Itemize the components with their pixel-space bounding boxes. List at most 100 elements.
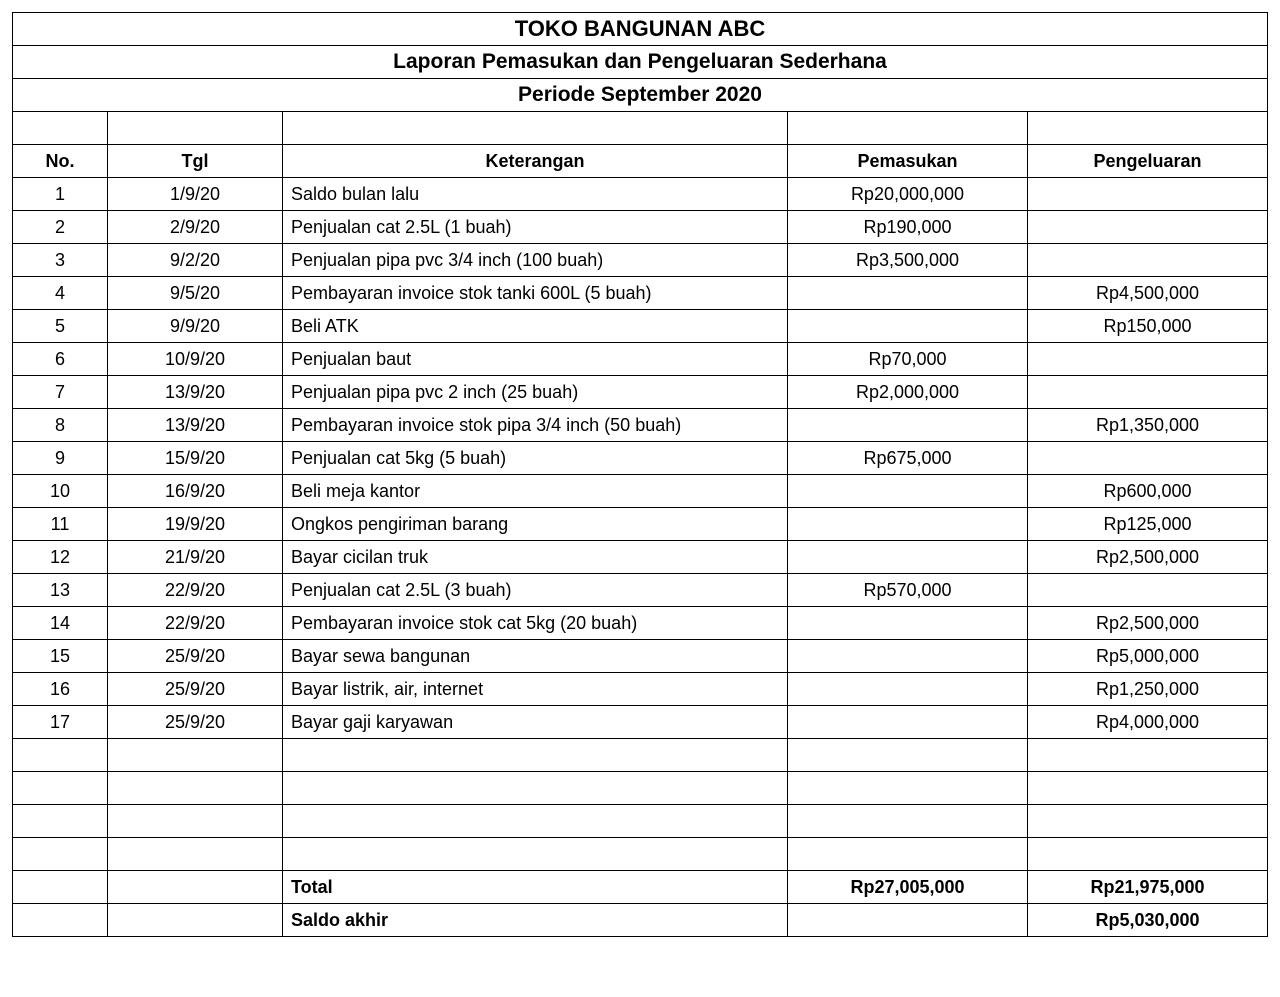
- cell-ket: Ongkos pengiriman barang: [283, 508, 788, 541]
- blank-row: [13, 739, 1268, 772]
- cell-pem: [788, 508, 1028, 541]
- table-row: 22/9/20Penjualan cat 2.5L (1 buah)Rp190,…: [13, 211, 1268, 244]
- cell-ket: Beli ATK: [283, 310, 788, 343]
- spacer-row: [13, 112, 1268, 145]
- cell-ket: Bayar gaji karyawan: [283, 706, 788, 739]
- ledger-table: TOKO BANGUNAN ABC Laporan Pemasukan dan …: [12, 12, 1268, 937]
- cell-ket: Pembayaran invoice stok cat 5kg (20 buah…: [283, 607, 788, 640]
- cell-pem: Rp2,000,000: [788, 376, 1028, 409]
- cell-peng: Rp4,000,000: [1028, 706, 1268, 739]
- cell-tgl: 1/9/20: [108, 178, 283, 211]
- report-subtitle: Laporan Pemasukan dan Pengeluaran Sederh…: [13, 46, 1268, 79]
- cell-peng: Rp150,000: [1028, 310, 1268, 343]
- cell-tgl: 13/9/20: [108, 409, 283, 442]
- title-row: TOKO BANGUNAN ABC: [13, 13, 1268, 46]
- cell-pem: Rp20,000,000: [788, 178, 1028, 211]
- cell-peng: Rp4,500,000: [1028, 277, 1268, 310]
- cell-ket: Penjualan cat 2.5L (1 buah): [283, 211, 788, 244]
- cell-tgl: 19/9/20: [108, 508, 283, 541]
- table-row: 1221/9/20Bayar cicilan trukRp2,500,000: [13, 541, 1268, 574]
- cell-pem: [788, 310, 1028, 343]
- cell-no: 11: [13, 508, 108, 541]
- cell-ket: Pembayaran invoice stok tanki 600L (5 bu…: [283, 277, 788, 310]
- cell-no: 12: [13, 541, 108, 574]
- table-row: 1016/9/20Beli meja kantorRp600,000: [13, 475, 1268, 508]
- col-no: No.: [13, 145, 108, 178]
- cell-ket: Penjualan pipa pvc 2 inch (25 buah): [283, 376, 788, 409]
- cell-ket: Penjualan cat 5kg (5 buah): [283, 442, 788, 475]
- table-row: 1119/9/20Ongkos pengiriman barang Rp125,0…: [13, 508, 1268, 541]
- cell-pem: [788, 706, 1028, 739]
- cell-pem: Rp190,000: [788, 211, 1028, 244]
- table-row: 713/9/20Penjualan pipa pvc 2 inch (25 bu…: [13, 376, 1268, 409]
- total-pemasukan: Rp27,005,000: [788, 871, 1028, 904]
- cell-ket: Penjualan baut: [283, 343, 788, 376]
- cell-no: 17: [13, 706, 108, 739]
- cell-no: 16: [13, 673, 108, 706]
- cell-peng: [1028, 442, 1268, 475]
- cell-tgl: 15/9/20: [108, 442, 283, 475]
- col-peng: Pengeluaran: [1028, 145, 1268, 178]
- cell-tgl: 2/9/20: [108, 211, 283, 244]
- saldo-row: Saldo akhir Rp5,030,000: [13, 904, 1268, 937]
- total-row: Total Rp27,005,000 Rp21,975,000: [13, 871, 1268, 904]
- blank-row: [13, 838, 1268, 871]
- report-period: Periode September 2020: [13, 79, 1268, 112]
- cell-ket: Bayar listrik, air, internet: [283, 673, 788, 706]
- cell-tgl: 25/9/20: [108, 673, 283, 706]
- period-row: Periode September 2020: [13, 79, 1268, 112]
- cell-tgl: 9/2/20: [108, 244, 283, 277]
- cell-tgl: 22/9/20: [108, 574, 283, 607]
- cell-peng: [1028, 211, 1268, 244]
- saldo-value: Rp5,030,000: [1028, 904, 1268, 937]
- total-label: Total: [283, 871, 788, 904]
- cell-ket: Beli meja kantor: [283, 475, 788, 508]
- cell-no: 3: [13, 244, 108, 277]
- cell-ket: Saldo bulan lalu: [283, 178, 788, 211]
- cell-peng: [1028, 376, 1268, 409]
- column-header-row: No. Tgl Keterangan Pemasukan Pengeluaran: [13, 145, 1268, 178]
- table-row: 610/9/20Penjualan bautRp70,000: [13, 343, 1268, 376]
- cell-pem: [788, 640, 1028, 673]
- company-title: TOKO BANGUNAN ABC: [13, 13, 1268, 46]
- cell-pem: [788, 673, 1028, 706]
- table-row: 1422/9/20Pembayaran invoice stok cat 5kg…: [13, 607, 1268, 640]
- cell-ket: Bayar cicilan truk: [283, 541, 788, 574]
- cell-pem: [788, 475, 1028, 508]
- cell-tgl: 25/9/20: [108, 706, 283, 739]
- cell-tgl: 9/5/20: [108, 277, 283, 310]
- cell-no: 14: [13, 607, 108, 640]
- cell-peng: [1028, 178, 1268, 211]
- cell-tgl: 9/9/20: [108, 310, 283, 343]
- cell-tgl: 22/9/20: [108, 607, 283, 640]
- col-pem: Pemasukan: [788, 145, 1028, 178]
- cell-pem: [788, 277, 1028, 310]
- table-row: 39/2/20Penjualan pipa pvc 3/4 inch (100 …: [13, 244, 1268, 277]
- cell-tgl: 10/9/20: [108, 343, 283, 376]
- table-row: 915/9/20Penjualan cat 5kg (5 buah)Rp675,…: [13, 442, 1268, 475]
- table-row: 11/9/20Saldo bulan laluRp20,000,000: [13, 178, 1268, 211]
- cell-pem: [788, 607, 1028, 640]
- cell-peng: [1028, 343, 1268, 376]
- saldo-label: Saldo akhir: [283, 904, 788, 937]
- cell-peng: Rp1,250,000: [1028, 673, 1268, 706]
- cell-ket: Penjualan pipa pvc 3/4 inch (100 buah): [283, 244, 788, 277]
- table-row: 1725/9/20Bayar gaji karyawan Rp4,000,000: [13, 706, 1268, 739]
- cell-no: 2: [13, 211, 108, 244]
- cell-peng: [1028, 574, 1268, 607]
- cell-pem: Rp3,500,000: [788, 244, 1028, 277]
- cell-ket: Penjualan cat 2.5L (3 buah): [283, 574, 788, 607]
- cell-no: 5: [13, 310, 108, 343]
- cell-peng: Rp125,000: [1028, 508, 1268, 541]
- col-tgl: Tgl: [108, 145, 283, 178]
- cell-pem: Rp70,000: [788, 343, 1028, 376]
- table-row: 1322/9/20Penjualan cat 2.5L (3 buah)Rp57…: [13, 574, 1268, 607]
- blank-row: [13, 805, 1268, 838]
- cell-pem: Rp570,000: [788, 574, 1028, 607]
- cell-no: 7: [13, 376, 108, 409]
- table-row: 813/9/20Pembayaran invoice stok pipa 3/4…: [13, 409, 1268, 442]
- cell-ket: Pembayaran invoice stok pipa 3/4 inch (5…: [283, 409, 788, 442]
- total-pengeluaran: Rp21,975,000: [1028, 871, 1268, 904]
- cell-no: 1: [13, 178, 108, 211]
- cell-tgl: 13/9/20: [108, 376, 283, 409]
